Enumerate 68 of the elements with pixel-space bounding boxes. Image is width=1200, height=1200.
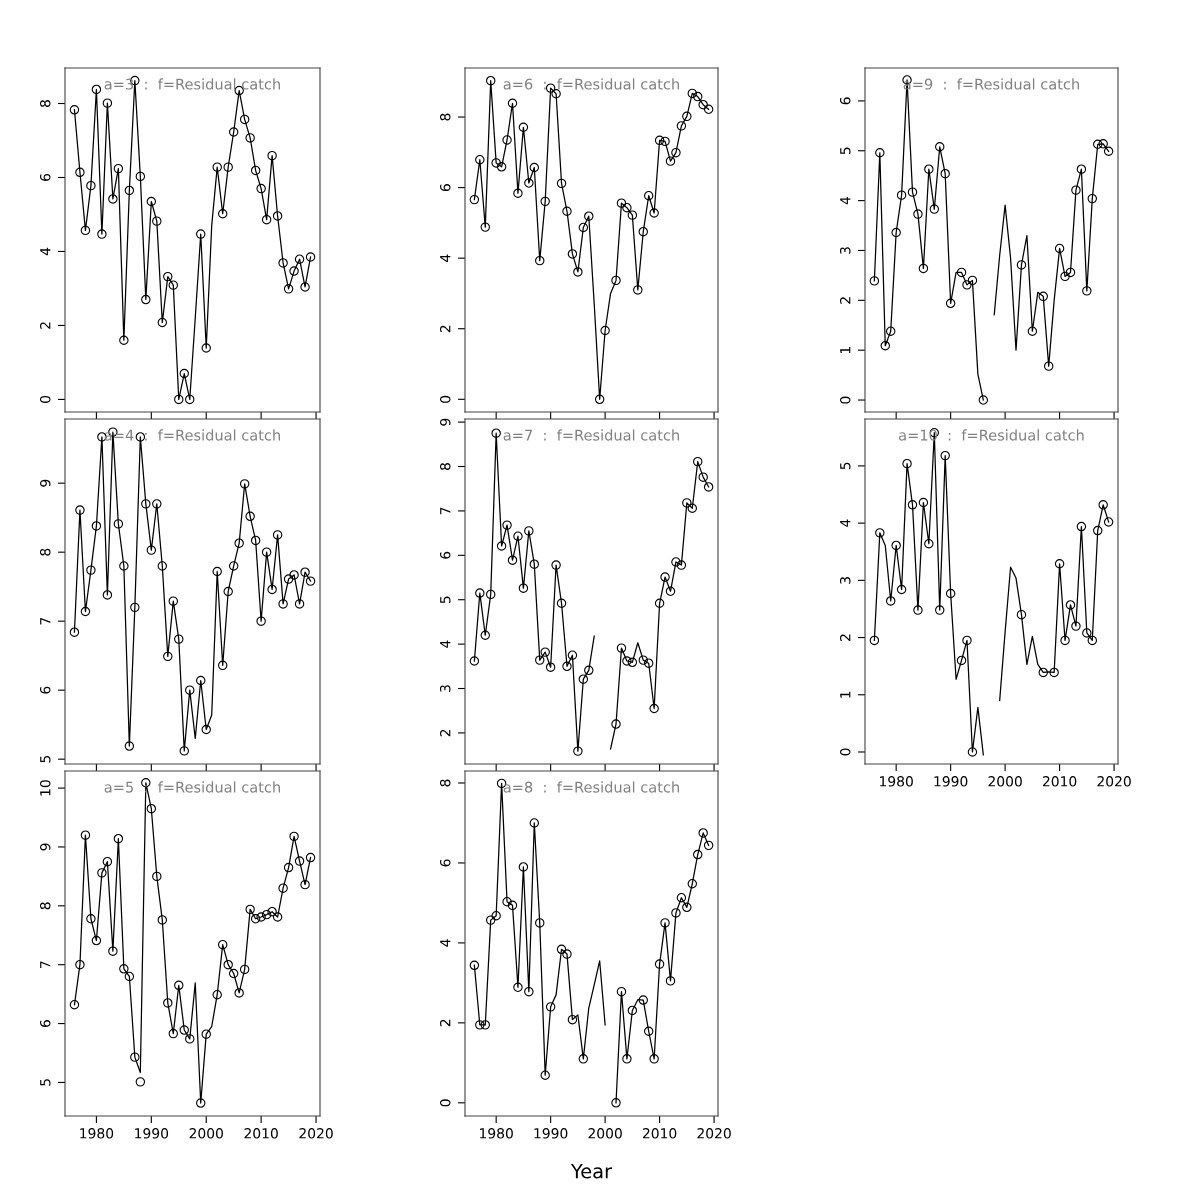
y-tick-label: 7 — [440, 507, 451, 515]
y-tick-label: 4 — [440, 939, 451, 947]
y-tick-label: 8 — [40, 100, 51, 107]
y-tick-label: 6 — [440, 184, 451, 192]
y-tick-label: 9 — [40, 479, 51, 487]
x-tick-label: 1990 — [534, 1128, 568, 1139]
y-tick-label: 6 — [440, 551, 451, 559]
y-tick-label: 8 — [440, 463, 451, 470]
y-tick-label: 6 — [40, 686, 51, 694]
y-tick-label: 7 — [40, 617, 51, 625]
y-tick-label: 5 — [840, 462, 851, 470]
x-tick-label: 2020 — [697, 1128, 731, 1139]
y-tick-label: 0 — [840, 396, 851, 404]
text: a=8 : f=Residual catch — [503, 781, 679, 793]
y-tick-label: 4 — [840, 196, 851, 205]
y-tick-label: 2 — [40, 322, 51, 329]
x-tick-label: 2000 — [588, 1128, 622, 1139]
y-tick-label: 5 — [40, 755, 51, 763]
text: a=6 : f=Residual catch — [503, 78, 679, 90]
y-tick-label: 8 — [40, 548, 51, 556]
y-tick-label: 4 — [440, 254, 451, 262]
y-tick-label: 7 — [40, 961, 51, 968]
y-tick-label: 2 — [440, 729, 451, 737]
x-tick-label: 1990 — [934, 776, 968, 787]
y-tick-label: 2 — [840, 297, 851, 304]
y-tick-label: 8 — [440, 779, 451, 787]
y-tick-label: 0 — [440, 1099, 451, 1107]
x-tick-label: 1980 — [80, 1128, 114, 1139]
y-tick-label: 6 — [440, 859, 451, 867]
y-tick-label: 6 — [40, 173, 51, 181]
x-tick-label: 2010 — [1042, 776, 1077, 787]
x-tick-label: 2000 — [988, 776, 1022, 787]
y-tick-label: 4 — [840, 519, 851, 527]
y-tick-label: 2 — [440, 1019, 451, 1027]
y-tick-label: 10 — [40, 780, 51, 796]
x-tick-label: 2000 — [189, 1128, 223, 1139]
y-tick-label: 8 — [440, 113, 451, 121]
y-tick-label: 1 — [840, 347, 851, 354]
y-tick-label: 1 — [840, 691, 851, 698]
y-tick-label: 4 — [440, 640, 451, 648]
y-tick-label: 8 — [40, 902, 51, 910]
x-tick-label: 2020 — [1097, 776, 1131, 787]
y-tick-label: 0 — [840, 748, 851, 756]
y-tick-label: 9 — [440, 418, 451, 426]
y-tick-label: 2 — [440, 325, 451, 333]
x-axis-title: Year — [570, 1164, 613, 1179]
y-tick-label: 5 — [440, 596, 451, 604]
text: a=3 : f=Residual catch — [104, 78, 280, 90]
x-tick-label: 2020 — [299, 1128, 333, 1139]
y-tick-label: 6 — [840, 97, 851, 105]
y-tick-label: 5 — [40, 1079, 51, 1086]
x-tick-label: 1980 — [480, 1128, 513, 1139]
y-tick-label: 5 — [840, 147, 851, 155]
y-tick-label: 0 — [40, 395, 51, 403]
x-tick-label: 2010 — [642, 1128, 677, 1139]
y-tick-label: 4 — [40, 247, 51, 256]
text: a=7 : f=Residual catch — [503, 429, 679, 441]
y-tick-label: 2 — [840, 634, 851, 641]
y-tick-label: 9 — [40, 843, 51, 851]
x-tick-label: 1980 — [880, 776, 913, 787]
x-tick-label: 2010 — [244, 1128, 278, 1139]
y-tick-label: 3 — [840, 577, 851, 584]
y-tick-label: 0 — [440, 395, 451, 403]
y-tick-label: 3 — [840, 247, 851, 254]
x-tick-label: 1990 — [135, 1128, 169, 1139]
y-tick-label: 6 — [40, 1020, 51, 1028]
y-tick-label: 3 — [440, 685, 451, 692]
text: a=5 : f=Residual catch — [104, 781, 280, 793]
